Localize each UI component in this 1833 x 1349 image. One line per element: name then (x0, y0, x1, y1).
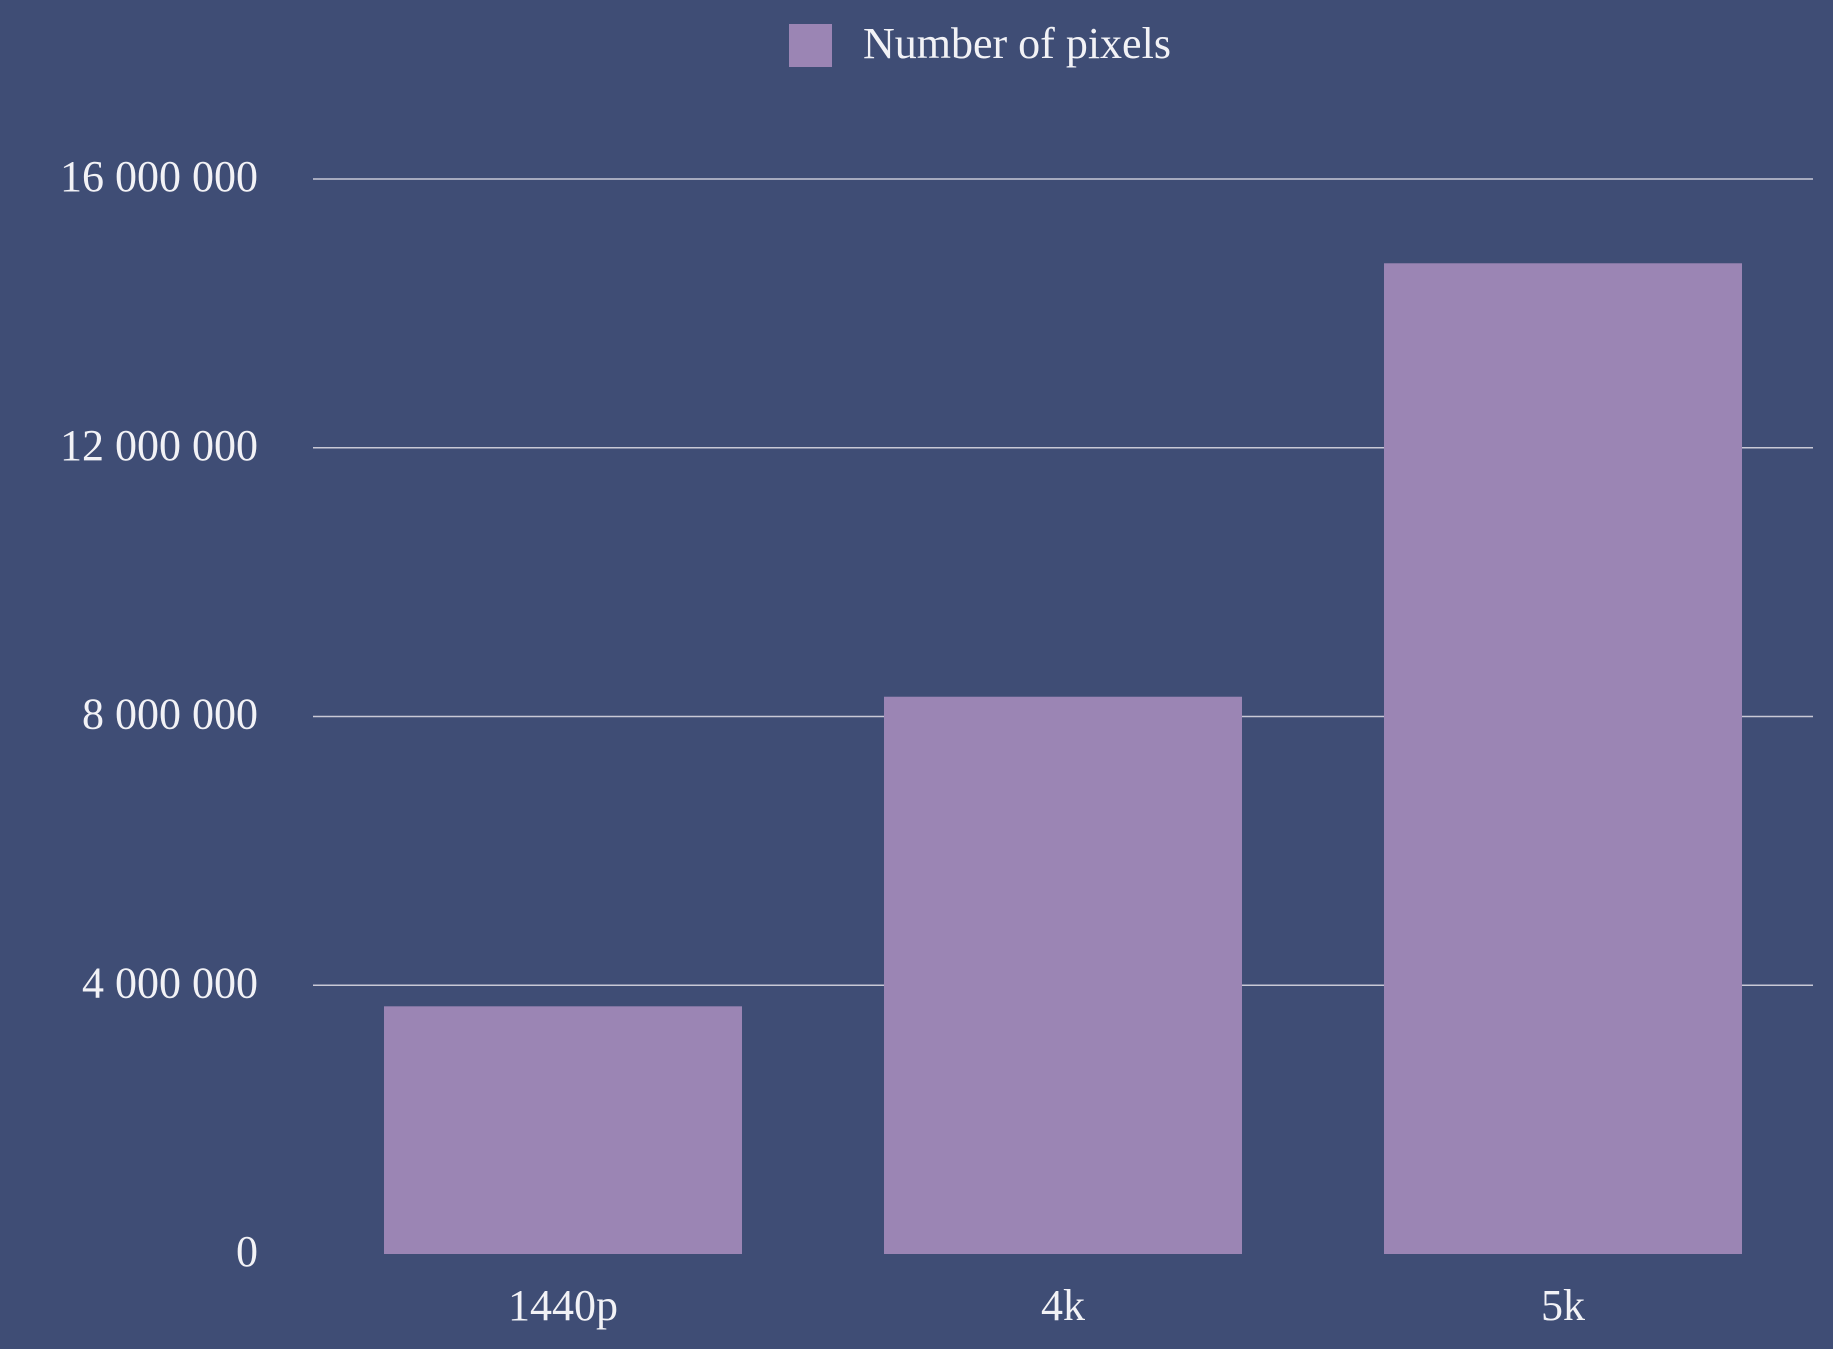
y-tick-label: 0 (236, 1227, 258, 1276)
y-tick-label: 16 000 000 (60, 152, 258, 201)
y-tick-label: 8 000 000 (82, 690, 258, 739)
bar (384, 1006, 742, 1254)
x-tick-label: 1440p (508, 1281, 618, 1330)
y-tick-label: 4 000 000 (82, 958, 258, 1007)
legend-swatch (789, 24, 832, 67)
bar (884, 696, 1242, 1254)
legend-label: Number of pixels (863, 19, 1171, 68)
x-tick-label: 5k (1541, 1281, 1585, 1330)
y-tick-label: 12 000 000 (60, 421, 258, 470)
bar (1384, 263, 1742, 1254)
x-tick-label: 4k (1041, 1281, 1085, 1330)
